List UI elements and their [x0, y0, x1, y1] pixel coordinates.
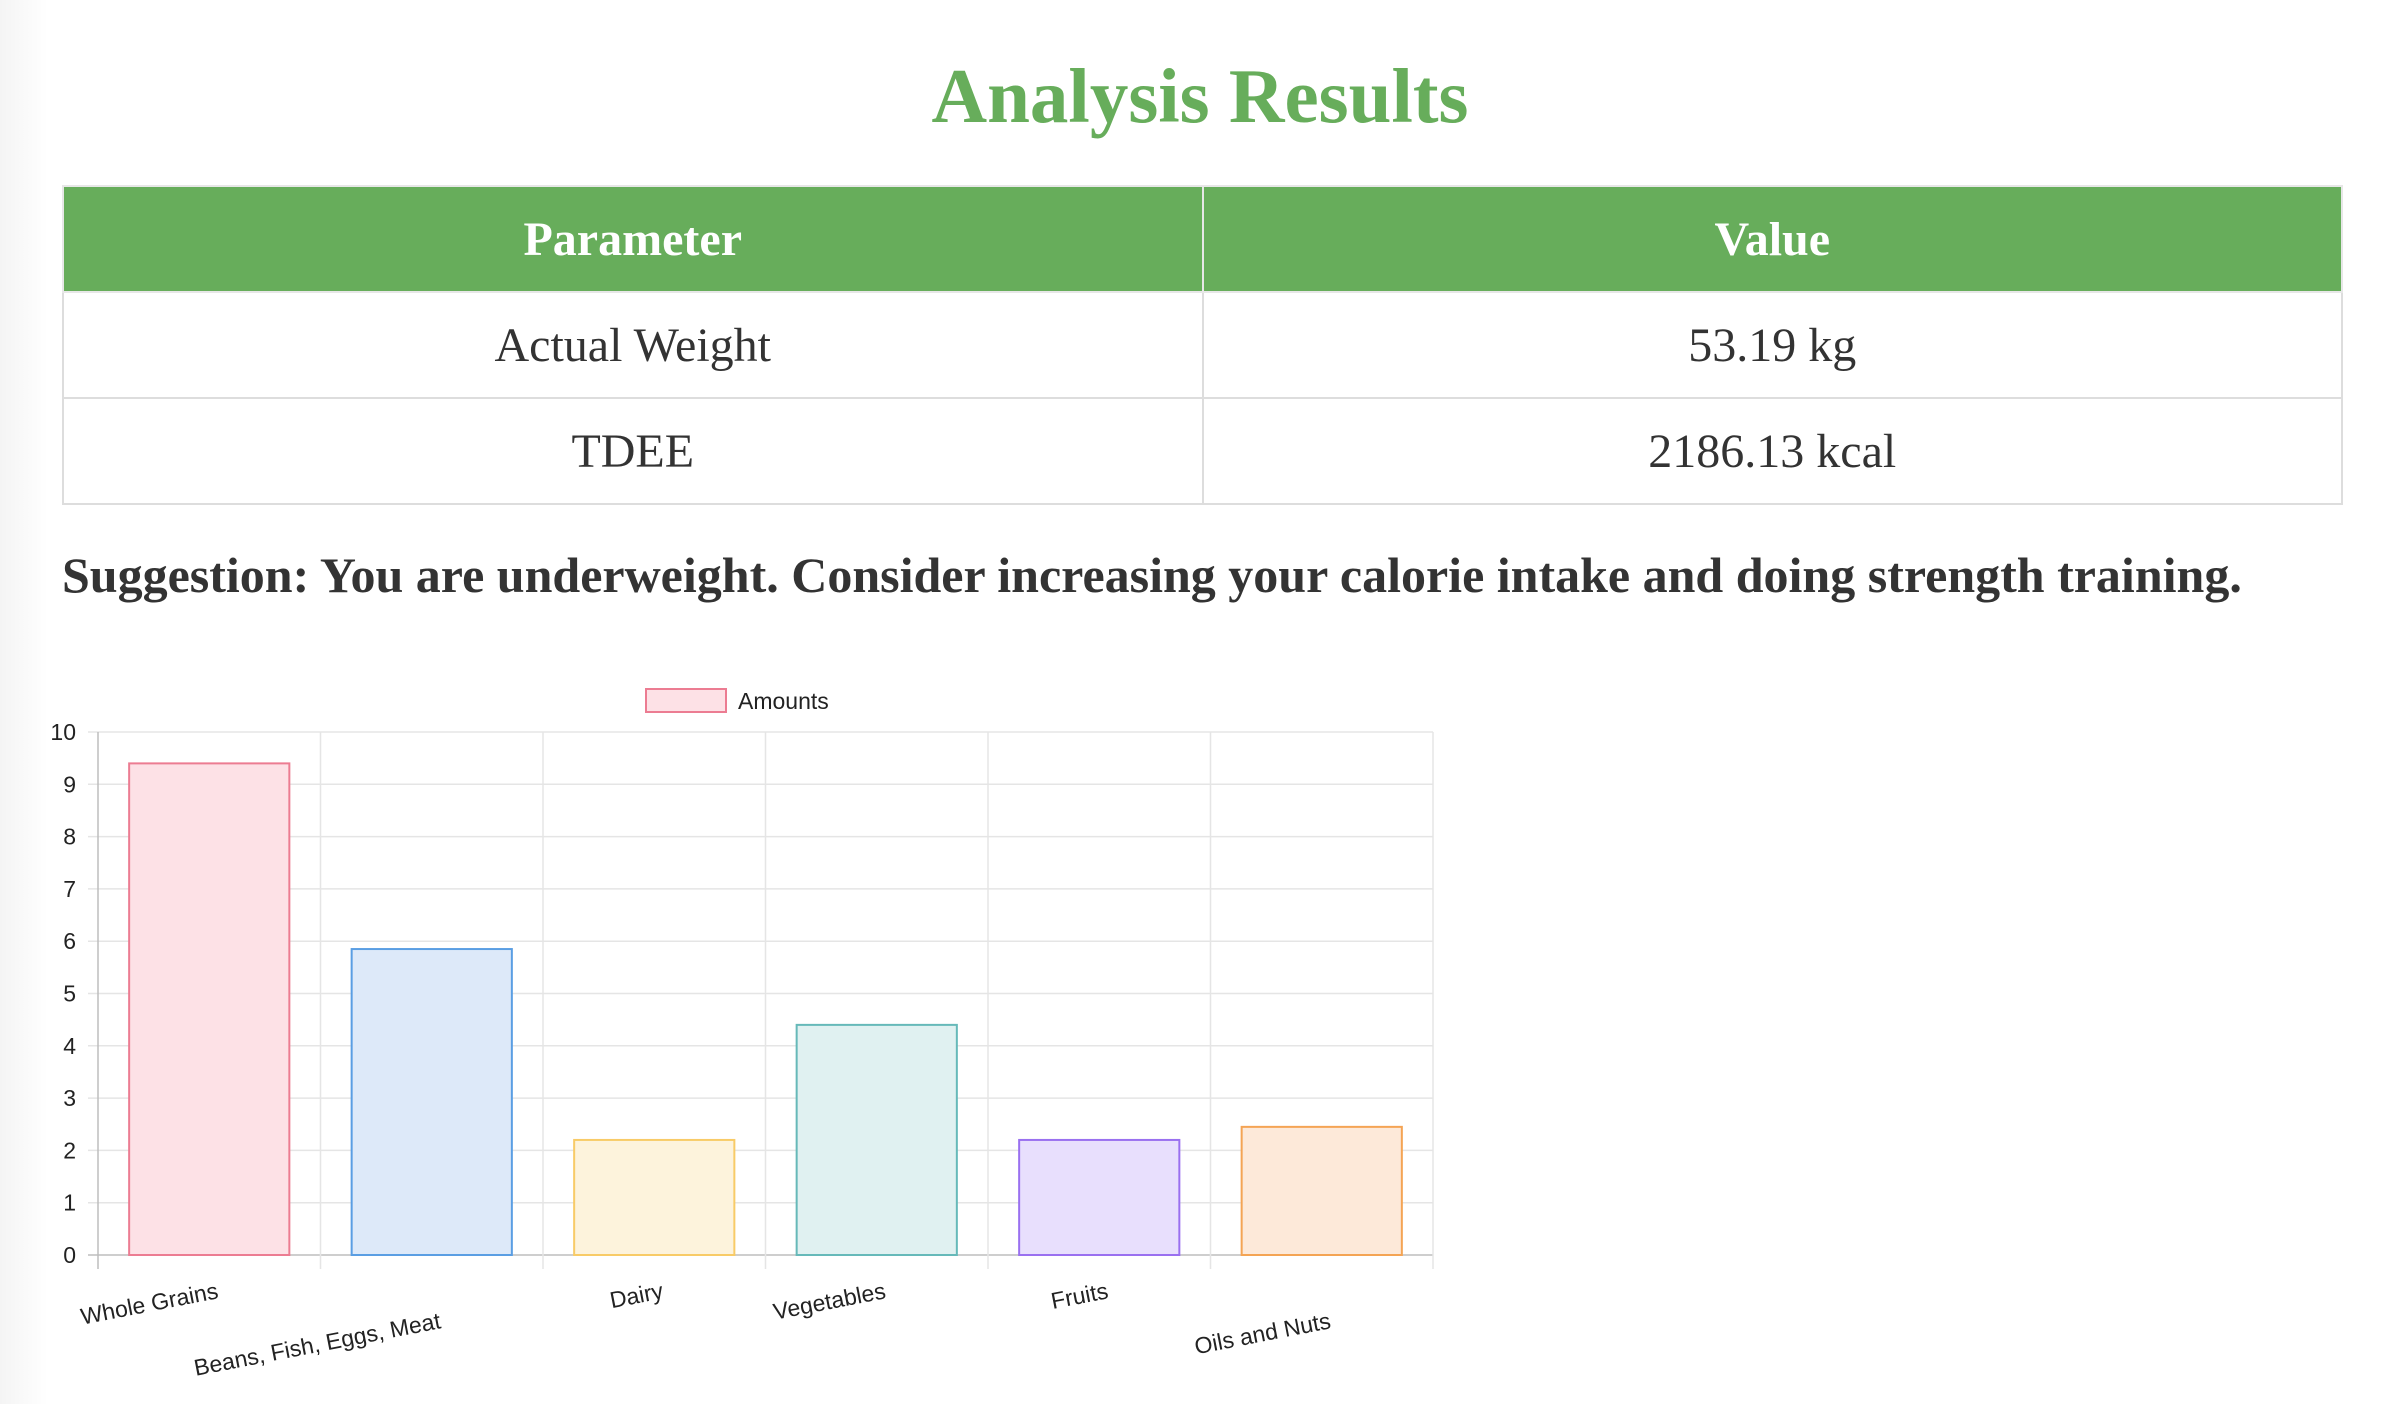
y-tick-label: 4	[63, 1033, 76, 1059]
results-table: Parameter Value Actual Weight 53.19 kg T…	[62, 185, 2343, 505]
bar	[350, 948, 513, 1256]
x-tick-label: Whole Grains	[78, 1277, 220, 1329]
tdee-value: 2186.13 kcal	[1201, 397, 2343, 505]
y-tick-label: 7	[63, 876, 76, 902]
y-tick-label: 10	[50, 719, 76, 745]
food-amounts-chart: 0 1 2 3 4 5 6 7 8 9 10 Whole Grains Beans, Fish, Egg…	[0, 660, 1460, 1380]
value-column-header: Value	[1201, 185, 2343, 293]
page-edge-shadow	[0, 0, 48, 1404]
table-row: Actual Weight 53.19 kg	[62, 291, 2343, 399]
bar	[795, 1023, 958, 1256]
table-row: TDEE 2186.13 kcal	[62, 397, 2343, 505]
y-tick-label: 8	[63, 824, 76, 850]
parameter-column-header: Parameter	[62, 185, 1204, 293]
y-tick-label: 6	[63, 928, 76, 954]
bar	[1018, 1138, 1181, 1256]
y-tick-label: 3	[63, 1085, 76, 1111]
page-title: Analysis Results	[931, 53, 1469, 139]
y-tick-label: 1	[63, 1190, 76, 1216]
y-tick-label: 5	[63, 981, 76, 1007]
x-tick-label: Oils and Nuts	[1192, 1307, 1332, 1359]
table-header-row: Parameter Value	[62, 185, 2343, 293]
legend-swatch	[645, 688, 727, 713]
x-tick-label: Fruits	[1049, 1277, 1110, 1313]
legend-label: Amounts	[738, 688, 829, 714]
y-tick-label: 0	[63, 1242, 76, 1268]
y-tick-label: 9	[63, 771, 76, 797]
suggestion-text: Suggestion: You are underweight. Conside…	[62, 547, 2242, 603]
bar	[128, 762, 291, 1256]
actual-weight-label: Actual Weight	[62, 291, 1204, 399]
tdee-label: TDEE	[62, 397, 1204, 505]
actual-weight-value: 53.19 kg	[1201, 291, 2343, 399]
bar	[573, 1138, 736, 1256]
x-tick-label: Beans, Fish, Eggs, Meat	[192, 1307, 444, 1380]
x-tick-label: Vegetables	[771, 1277, 888, 1324]
x-tick-label: Dairy	[608, 1277, 666, 1313]
y-tick-label: 2	[63, 1137, 76, 1163]
bar	[1240, 1125, 1403, 1256]
